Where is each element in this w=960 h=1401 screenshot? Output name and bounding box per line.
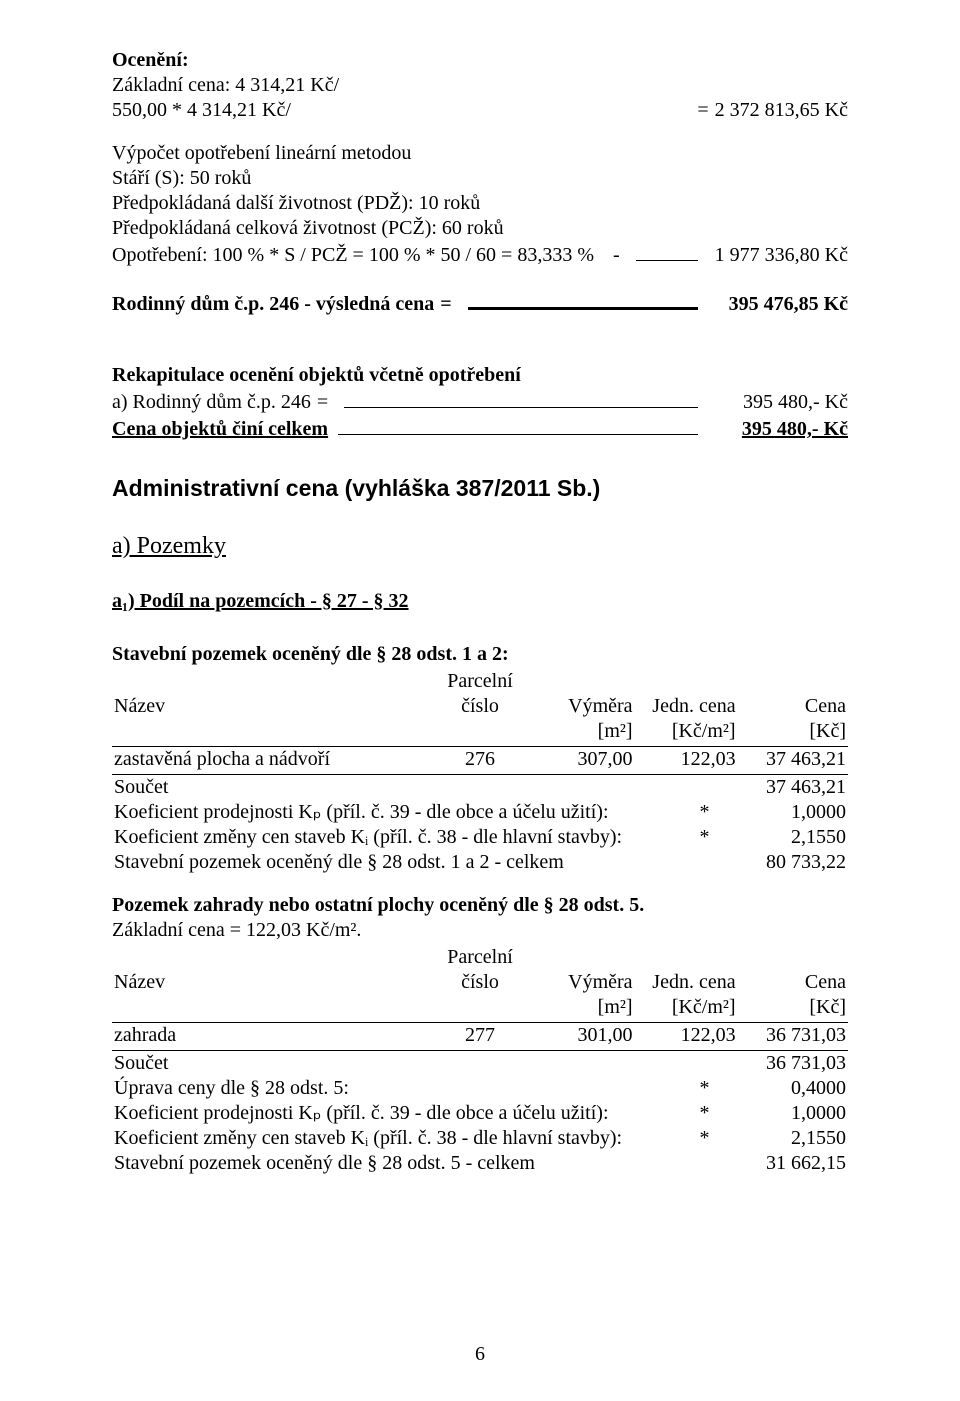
tbl2-base-line: Základní cena = 122,03 Kč/m².: [112, 918, 848, 943]
wear-left: Opotřebení: 100 % * S / PCŽ = 100 % * 50…: [112, 243, 594, 268]
result-right: 395 476,85 Kč: [708, 292, 848, 317]
tbl2-row-jedncena: 122,03: [635, 1022, 738, 1050]
tbl1-title: Stavební pozemek oceněný dle § 28 odst. …: [112, 642, 848, 667]
tbl1-row-cena: 37 463,21: [738, 746, 848, 774]
calc-row: 550,00 * 4 314,21 Kč/ = 2 372 813,65 Kč: [112, 98, 848, 123]
tbl2-hdr-nazev: Název: [112, 943, 428, 995]
base-price: Základní cena: 4 314,21 Kč/: [112, 73, 848, 98]
wear-row: Opotřebení: 100 % * S / PCŽ = 100 % * 50…: [112, 241, 848, 268]
tbl1-row-parcela: 276: [428, 746, 531, 774]
unit-m2: [m²]: [532, 995, 635, 1023]
coef-value: 31 662,15: [723, 1151, 848, 1176]
unit-kc: [Kč]: [738, 995, 848, 1023]
tbl2-hdr-jedncena: Jedn. cena: [635, 943, 738, 995]
tbl2-hdr-vymera: Výměra: [532, 943, 635, 995]
tbl1-sum-label: Součet: [112, 774, 428, 800]
star-sign: *: [686, 1101, 723, 1126]
tbl2-row-cena: 36 731,03: [738, 1022, 848, 1050]
tbl2-sum-value: 36 731,03: [738, 1050, 848, 1076]
pdz-line: Předpokládaná další životnost (PDŽ): 10 …: [112, 191, 848, 216]
coef-value: 2,1550: [723, 825, 848, 850]
coef-value: 80 733,22: [723, 850, 848, 875]
tbl2-coefficients: Úprava ceny dle § 28 odst. 5: * 0,4000 K…: [112, 1076, 848, 1176]
result-row: Rodinný dům č.p. 246 - výsledná cena = 3…: [112, 288, 848, 317]
recap-total-label: Cena objektů činí celkem: [112, 417, 328, 442]
page: Ocenění: Základní cena: 4 314,21 Kč/ 550…: [0, 0, 960, 1401]
pozemky-heading: a) Pozemky: [112, 531, 848, 561]
star-sign: *: [686, 800, 723, 825]
minus-sign: -: [607, 243, 626, 268]
coef-label: Koeficient změny cen staveb Kᵢ (příl. č.…: [112, 1126, 686, 1151]
tbl1-sum-value: 37 463,21: [738, 774, 848, 800]
tbl2-title: Pozemek zahrady nebo ostatní plochy ocen…: [112, 893, 848, 918]
tbl2-hdr-cena: Cena: [738, 943, 848, 995]
tbl1-coefficients: Koeficient prodejnosti Kₚ (příl. č. 39 -…: [112, 800, 848, 875]
coef-label: Úprava ceny dle § 28 odst. 5:: [112, 1076, 686, 1101]
coef-label: Stavební pozemek oceněný dle § 28 odst. …: [112, 1151, 686, 1176]
tbl1-hdr-parcela: Parcelní číslo: [428, 667, 531, 719]
tbl2-row-parcela: 277: [428, 1022, 531, 1050]
tbl1: Název Parcelní číslo Výměra Jedn. cena C…: [112, 667, 848, 800]
tbl2-sum-label: Součet: [112, 1050, 428, 1076]
admin-heading: Administrativní cena (vyhláška 387/2011 …: [112, 474, 848, 503]
calc-right: 2 372 813,65 Kč: [715, 98, 848, 123]
coef-value: 0,4000: [723, 1076, 848, 1101]
calc-left: 550,00 * 4 314,21 Kč/: [112, 98, 291, 123]
coef-value: 1,0000: [723, 800, 848, 825]
star-sign: *: [686, 825, 723, 850]
tbl2-row-nazev: zahrada: [112, 1022, 428, 1050]
tbl2-hdr-parcela: Parcelní číslo: [428, 943, 531, 995]
wear-right: 1 977 336,80 Kč: [708, 243, 848, 268]
wear-heading: Výpočet opotřebení lineární metodou: [112, 141, 848, 166]
result-left: Rodinný dům č.p. 246 - výsledná cena: [112, 292, 434, 317]
star-sign: *: [686, 1126, 723, 1151]
star-sign: *: [686, 1076, 723, 1101]
tbl1-row-nazev: zastavěná plocha a nádvoří: [112, 746, 428, 774]
podil-heading: a₁) Podíl na pozemcích - § 27 - § 32: [112, 589, 848, 614]
tbl1-hdr-vymera: Výměra: [532, 667, 635, 719]
tbl1-row-vymera: 307,00: [532, 746, 635, 774]
recap-total-row: Cena objektů činí celkem 395 480,- Kč: [112, 415, 848, 442]
page-number: 6: [0, 1342, 960, 1367]
unit-kc-m2: [Kč/m²]: [635, 719, 738, 747]
coef-label: Koeficient prodejnosti Kₚ (příl. č. 39 -…: [112, 1101, 686, 1126]
recap-heading: Rekapitulace ocenění objektů včetně opot…: [112, 363, 848, 388]
tbl1-row-jedncena: 122,03: [635, 746, 738, 774]
tbl1-hdr-jedncena: Jedn. cena: [635, 667, 738, 719]
pcz-line: Předpokládaná celková životnost (PCŽ): 6…: [112, 216, 848, 241]
tbl2: Název Parcelní číslo Výměra Jedn. cena C…: [112, 943, 848, 1076]
tbl2-row-vymera: 301,00: [532, 1022, 635, 1050]
equals-sign: =: [434, 292, 457, 317]
coef-label: Stavební pozemek oceněný dle § 28 odst. …: [112, 850, 686, 875]
unit-m2: [m²]: [532, 719, 635, 747]
tbl1-hdr-cena: Cena: [738, 667, 848, 719]
recap-total-value: 395 480,- Kč: [708, 417, 848, 442]
coef-value: 2,1550: [723, 1126, 848, 1151]
recap-row-value: 395 480,- Kč: [708, 390, 848, 415]
coef-label: Koeficient změny cen staveb Kᵢ (příl. č.…: [112, 825, 686, 850]
coef-value: 1,0000: [723, 1101, 848, 1126]
equals-sign: =: [691, 98, 714, 123]
oceneni-heading: Ocenění:: [112, 48, 848, 73]
equals-sign: =: [311, 390, 334, 415]
unit-kc: [Kč]: [738, 719, 848, 747]
age-line: Stáří (S): 50 roků: [112, 166, 848, 191]
coef-label: Koeficient prodejnosti Kₚ (příl. č. 39 -…: [112, 800, 686, 825]
unit-kc-m2: [Kč/m²]: [635, 995, 738, 1023]
recap-row-label: a) Rodinný dům č.p. 246: [112, 390, 311, 415]
recap-row-1: a) Rodinný dům č.p. 246 = 395 480,- Kč: [112, 388, 848, 415]
tbl1-hdr-nazev: Název: [112, 667, 428, 719]
